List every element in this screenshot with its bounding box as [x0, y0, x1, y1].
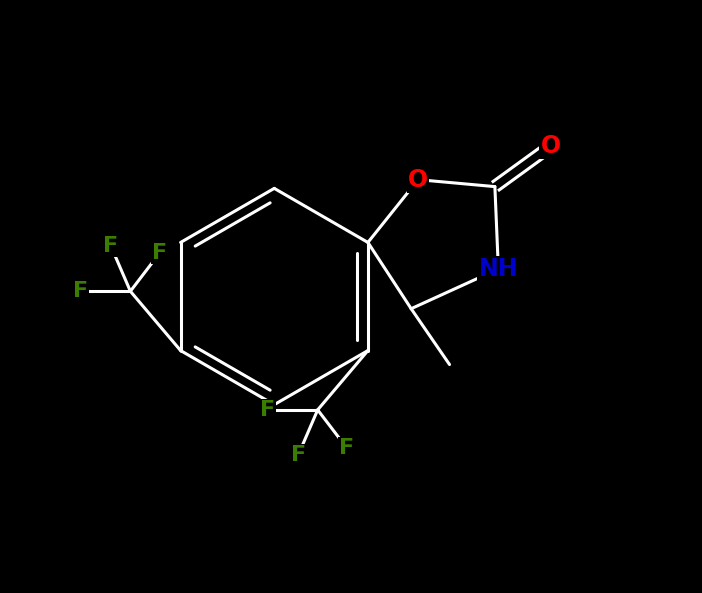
Text: F: F — [152, 243, 167, 263]
Text: F: F — [103, 236, 119, 256]
Text: F: F — [339, 438, 355, 458]
Text: F: F — [72, 281, 88, 301]
Text: O: O — [541, 134, 561, 158]
Text: O: O — [408, 168, 428, 192]
Text: F: F — [291, 445, 305, 466]
Text: F: F — [260, 400, 275, 420]
Text: NH: NH — [479, 257, 518, 281]
